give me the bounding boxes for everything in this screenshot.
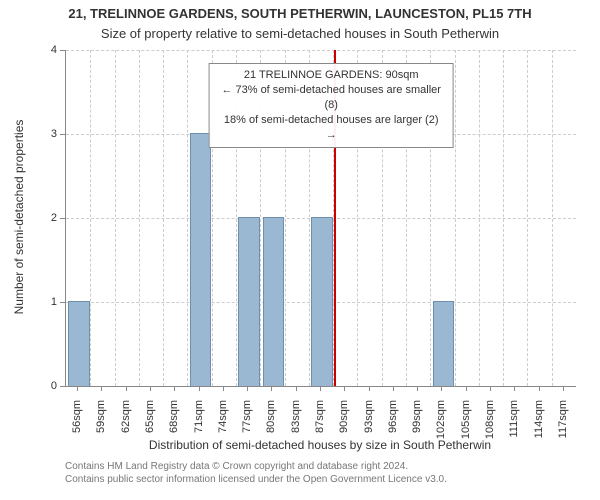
gridline-vertical xyxy=(503,50,504,386)
x-tick-label: 62sqm xyxy=(120,400,132,440)
chart-container: 21, TRELINNOE GARDENS, SOUTH PETHERWIN, … xyxy=(0,0,600,500)
x-tick-label: 99sqm xyxy=(411,400,423,440)
gridline-vertical xyxy=(90,50,91,386)
x-tick-label: 90sqm xyxy=(338,400,350,440)
y-tick-mark xyxy=(60,386,65,387)
x-tick-mark xyxy=(417,386,418,391)
gridline-vertical xyxy=(163,50,164,386)
y-tick-label: 3 xyxy=(39,128,57,140)
x-tick-label: 71sqm xyxy=(193,400,205,440)
x-tick-mark xyxy=(101,386,102,391)
x-tick-mark xyxy=(320,386,321,391)
x-tick-mark xyxy=(490,386,491,391)
x-tick-mark xyxy=(77,386,78,391)
x-tick-label: 96sqm xyxy=(387,400,399,440)
attribution: Contains HM Land Registry data © Crown c… xyxy=(65,460,447,486)
x-tick-label: 59sqm xyxy=(95,400,107,440)
x-tick-label: 77sqm xyxy=(241,400,253,440)
x-tick-label: 65sqm xyxy=(144,400,156,440)
y-axis-label: Number of semi-detached properties xyxy=(12,49,26,385)
x-tick-label: 80sqm xyxy=(265,400,277,440)
x-tick-mark xyxy=(126,386,127,391)
bar xyxy=(190,133,211,386)
bar xyxy=(433,301,454,386)
x-tick-label: 87sqm xyxy=(314,400,326,440)
x-tick-mark xyxy=(563,386,564,391)
chart-title: 21, TRELINNOE GARDENS, SOUTH PETHERWIN, … xyxy=(0,6,600,21)
y-tick-label: 0 xyxy=(39,380,57,392)
x-tick-mark xyxy=(296,386,297,391)
annotation-box: 21 TRELINNOE GARDENS: 90sqm ← 73% of sem… xyxy=(209,63,454,147)
x-tick-label: 56sqm xyxy=(71,400,83,440)
gridline-vertical xyxy=(552,50,553,386)
y-tick-mark xyxy=(60,302,65,303)
chart-subtitle: Size of property relative to semi-detach… xyxy=(0,26,600,41)
x-tick-mark xyxy=(393,386,394,391)
x-tick-mark xyxy=(271,386,272,391)
annotation-line1: 21 TRELINNOE GARDENS: 90sqm xyxy=(218,68,445,83)
x-axis-label: Distribution of semi-detached houses by … xyxy=(65,438,575,452)
x-tick-mark xyxy=(369,386,370,391)
x-tick-label: 102sqm xyxy=(435,400,447,440)
gridline-horizontal xyxy=(66,50,576,51)
x-tick-label: 108sqm xyxy=(484,400,496,440)
x-tick-label: 114sqm xyxy=(533,400,545,440)
gridline-vertical xyxy=(455,50,456,386)
x-tick-label: 74sqm xyxy=(217,400,229,440)
x-tick-mark xyxy=(223,386,224,391)
x-tick-label: 105sqm xyxy=(460,400,472,440)
x-tick-label: 111sqm xyxy=(508,400,520,440)
x-tick-mark xyxy=(344,386,345,391)
y-tick-mark xyxy=(60,134,65,135)
x-tick-mark xyxy=(441,386,442,391)
x-tick-mark xyxy=(150,386,151,391)
gridline-vertical xyxy=(115,50,116,386)
gridline-vertical xyxy=(139,50,140,386)
y-tick-label: 1 xyxy=(39,296,57,308)
attribution-line1: Contains HM Land Registry data © Crown c… xyxy=(65,460,447,473)
x-tick-label: 68sqm xyxy=(168,400,180,440)
x-tick-label: 117sqm xyxy=(557,400,569,440)
y-tick-label: 4 xyxy=(39,44,57,56)
x-tick-mark xyxy=(247,386,248,391)
x-tick-mark xyxy=(199,386,200,391)
x-tick-mark xyxy=(174,386,175,391)
x-tick-mark xyxy=(514,386,515,391)
gridline-vertical xyxy=(479,50,480,386)
annotation-line3: 18% of semi-detached houses are larger (… xyxy=(218,113,445,143)
gridline-vertical xyxy=(527,50,528,386)
bar xyxy=(238,217,259,386)
annotation-line2: ← 73% of semi-detached houses are smalle… xyxy=(218,83,445,113)
x-tick-mark xyxy=(466,386,467,391)
gridline-vertical xyxy=(187,50,188,386)
x-tick-mark xyxy=(539,386,540,391)
plot-area: 21 TRELINNOE GARDENS: 90sqm ← 73% of sem… xyxy=(65,50,576,387)
bar xyxy=(311,217,332,386)
attribution-line2: Contains public sector information licen… xyxy=(65,473,447,486)
y-tick-mark xyxy=(60,50,65,51)
y-tick-label: 2 xyxy=(39,212,57,224)
bar xyxy=(263,217,284,386)
x-tick-label: 93sqm xyxy=(363,400,375,440)
x-tick-label: 83sqm xyxy=(290,400,302,440)
y-tick-mark xyxy=(60,218,65,219)
bar xyxy=(68,301,89,386)
